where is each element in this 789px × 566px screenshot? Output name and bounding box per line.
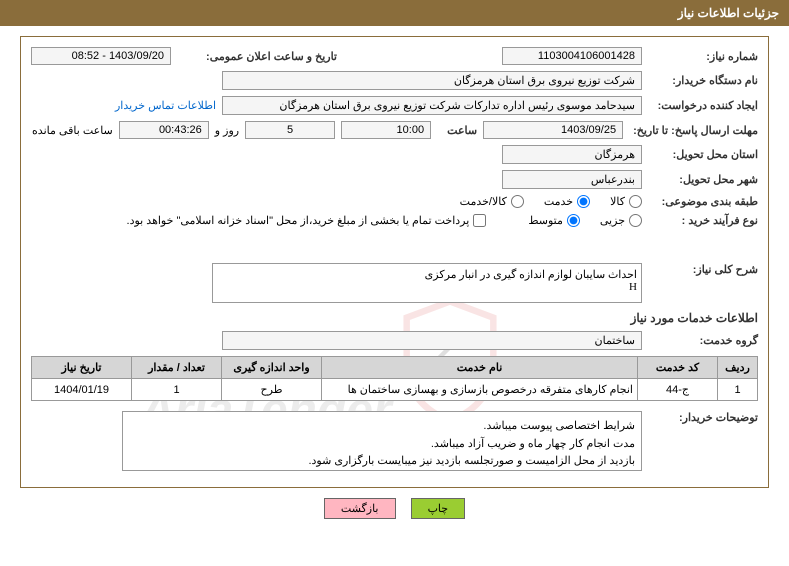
radio-medium-input[interactable] <box>567 214 580 227</box>
buyer-note-line: مدت انجام کار چهار ماه و ضریب آزاد میباش… <box>129 436 635 454</box>
th-name: نام خدمت <box>322 357 638 379</box>
buyer-contact-link[interactable]: اطلاعات تماس خریدار <box>115 99 216 112</box>
radio-medium[interactable]: متوسط <box>528 214 580 227</box>
province-value: هرمزگان <box>502 145 642 164</box>
radio-goods-service-input[interactable] <box>511 195 524 208</box>
category-radio-group: کالا خدمت کالا/خدمت <box>460 195 642 208</box>
time-label: ساعت <box>437 124 477 137</box>
radio-goods-service[interactable]: کالا/خدمت <box>460 195 524 208</box>
requester-label: ایجاد کننده درخواست: <box>648 99 758 112</box>
radio-small-input[interactable] <box>629 214 642 227</box>
need-number-label: شماره نیاز: <box>648 50 758 63</box>
th-code: کد خدمت <box>638 357 718 379</box>
service-group-value: ساختمان <box>222 331 642 350</box>
payment-note: پرداخت تمام یا بخشی از مبلغ خرید،از محل … <box>127 214 470 227</box>
cell-row: 1 <box>718 379 758 401</box>
button-row: چاپ بازگشت <box>0 498 789 519</box>
time-remaining-value: 00:43:26 <box>119 121 209 139</box>
deadline-date-value: 1403/09/25 <box>483 121 623 139</box>
process-radio-group: جزیی متوسط <box>528 214 642 227</box>
buyer-org-value: شرکت توزیع نیروی برق استان هرمزگان <box>222 71 642 90</box>
remaining-label: ساعت باقی مانده <box>32 124 113 137</box>
deadline-time-value: 10:00 <box>341 121 431 139</box>
radio-goods[interactable]: کالا <box>610 195 642 208</box>
radio-service-input[interactable] <box>577 195 590 208</box>
buyer-org-label: نام دستگاه خریدار: <box>648 74 758 87</box>
th-date: تاریخ نیاز <box>32 357 132 379</box>
th-unit: واحد اندازه گیری <box>222 357 322 379</box>
announce-date-value: 1403/09/20 - 08:52 <box>31 47 171 65</box>
process-type-label: نوع فرآیند خرید : <box>648 214 758 227</box>
buyer-notes-box: شرایط اختصاصی پیوست میباشد. مدت انجام کا… <box>122 411 642 471</box>
days-label: روز و <box>215 124 239 137</box>
city-value: بندرعباس <box>502 170 642 189</box>
province-label: استان محل تحویل: <box>648 148 758 161</box>
buyer-note-line: بازدید از محل الزامیست و صورتجلسه بازدید… <box>129 453 635 471</box>
category-label: طبقه بندی موضوعی: <box>648 195 758 208</box>
cell-date: 1404/01/19 <box>32 379 132 401</box>
radio-goods-input[interactable] <box>629 195 642 208</box>
days-remaining-value: 5 <box>245 121 335 139</box>
desc-textarea[interactable] <box>212 263 642 303</box>
page-title: جزئیات اطلاعات نیاز <box>678 6 779 20</box>
city-label: شهر محل تحویل: <box>648 173 758 186</box>
cell-code: ج-44 <box>638 379 718 401</box>
details-panel: شماره نیاز: 1103004106001428 تاریخ و ساع… <box>20 36 769 488</box>
buyer-notes-label: توضیحات خریدار: <box>648 411 758 424</box>
table-row: 1 ج-44 انجام کارهای متفرقه درخصوص بازساز… <box>32 379 758 401</box>
service-group-label: گروه خدمت: <box>648 334 758 347</box>
payment-checkbox[interactable] <box>473 214 486 227</box>
announce-date-label: تاریخ و ساعت اعلان عمومی: <box>177 50 337 63</box>
buyer-note-line: شرایط اختصاصی پیوست میباشد. <box>129 418 635 436</box>
cell-name: انجام کارهای متفرقه درخصوص بازسازی و بهس… <box>322 379 638 401</box>
deadline-label: مهلت ارسال پاسخ: تا تاریخ: <box>629 124 758 137</box>
th-row: ردیف <box>718 357 758 379</box>
need-number-value: 1103004106001428 <box>502 47 642 65</box>
radio-service[interactable]: خدمت <box>544 195 590 208</box>
desc-label: شرح کلی نیاز: <box>648 263 758 276</box>
table-header-row: ردیف کد خدمت نام خدمت واحد اندازه گیری ت… <box>32 357 758 379</box>
back-button[interactable]: بازگشت <box>324 498 396 519</box>
requester-value: سیدحامد موسوی رئیس اداره تدارکات شرکت تو… <box>222 96 642 115</box>
th-qty: تعداد / مقدار <box>132 357 222 379</box>
cell-unit: طرح <box>222 379 322 401</box>
page-header: جزئیات اطلاعات نیاز <box>0 0 789 26</box>
print-button[interactable]: چاپ <box>411 498 466 519</box>
services-table: ردیف کد خدمت نام خدمت واحد اندازه گیری ت… <box>31 356 758 401</box>
payment-checkbox-wrap[interactable]: پرداخت تمام یا بخشی از مبلغ خرید،از محل … <box>127 214 487 227</box>
cell-qty: 1 <box>132 379 222 401</box>
radio-small[interactable]: جزیی <box>600 214 642 227</box>
services-section-title: اطلاعات خدمات مورد نیاز <box>31 311 758 325</box>
